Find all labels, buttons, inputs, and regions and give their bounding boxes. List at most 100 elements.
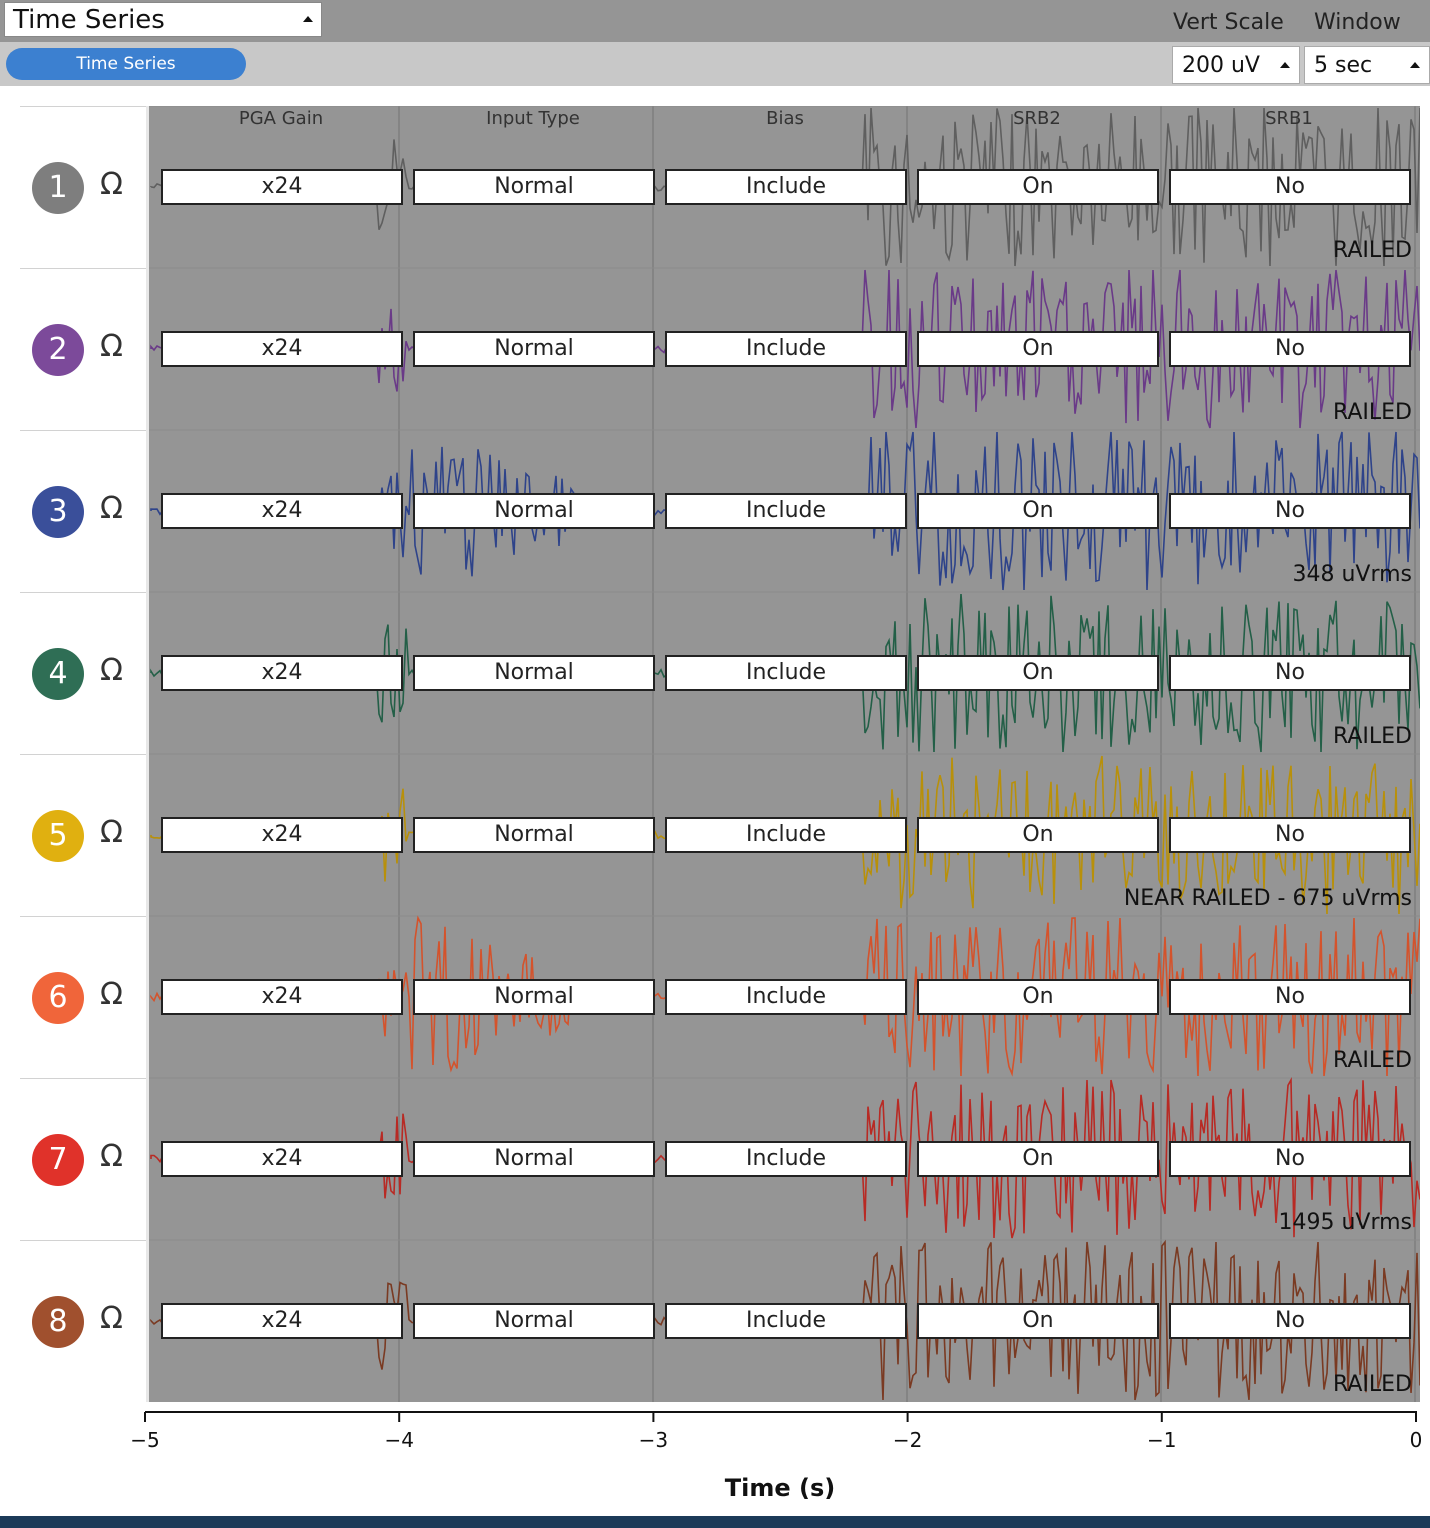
channel-status: 348 uVrms	[1292, 562, 1412, 587]
impedance-icon[interactable]: Ω	[100, 167, 123, 202]
x-tick-label: −3	[638, 1428, 669, 1452]
channel-setting-button[interactable]: Normal	[413, 1141, 655, 1177]
channel-toggle-button[interactable]: 7	[32, 1134, 84, 1186]
caret-up-icon	[1280, 62, 1290, 68]
time-series-plot: PGA Gain Input Type Bias SRB2 SRB1 x24 Normal I…	[146, 106, 1420, 1402]
channel-setting-button[interactable]: On	[917, 817, 1159, 853]
channel-setting-button[interactable]: x24	[161, 169, 403, 205]
channel-setting-button[interactable]: Include	[665, 331, 907, 367]
bottom-status-strip	[0, 1516, 1430, 1528]
x-axis-line	[144, 1411, 1417, 1422]
channel-setting-button[interactable]: Normal	[413, 1303, 655, 1339]
channel-toggle-button[interactable]: 8	[32, 1296, 84, 1348]
channel-setting-button[interactable]: Normal	[413, 817, 655, 853]
window-value: 5 sec	[1314, 53, 1373, 78]
time-series-tab-button[interactable]: Time Series	[6, 48, 246, 80]
channel-setting-button[interactable]: No	[1169, 1303, 1411, 1339]
vert-scale-dropdown[interactable]: 200 uV	[1172, 46, 1300, 84]
caret-up-icon	[303, 16, 313, 22]
channel-setting-button[interactable]: x24	[161, 817, 403, 853]
widget-toolbar: Time Series 200 uV 5 sec	[0, 42, 1430, 86]
channel-setting-button[interactable]: Include	[665, 1303, 907, 1339]
column-header: SRB2	[1013, 108, 1061, 129]
channel-setting-button[interactable]: No	[1169, 169, 1411, 205]
column-header: Bias	[766, 108, 804, 129]
channel-setting-button[interactable]: No	[1169, 817, 1411, 853]
eeg-traces	[149, 106, 1420, 1402]
widget-selector-label: Time Series	[13, 5, 165, 35]
channel-setting-button[interactable]: No	[1169, 331, 1411, 367]
channel-status: RAILED	[1332, 400, 1412, 425]
channel-setting-button[interactable]: Include	[665, 493, 907, 529]
channel-status: RAILED	[1332, 1048, 1412, 1073]
channel-setting-button[interactable]: x24	[161, 331, 403, 367]
channel-setting-button[interactable]: On	[917, 655, 1159, 691]
channel-toggle-button[interactable]: 1	[32, 162, 84, 214]
impedance-icon[interactable]: Ω	[100, 815, 123, 850]
channel-setting-button[interactable]: Include	[665, 655, 907, 691]
channel-setting-button[interactable]: Normal	[413, 655, 655, 691]
channel-setting-button[interactable]: On	[917, 1303, 1159, 1339]
channel-status: 1495 uVrms	[1278, 1210, 1412, 1235]
impedance-icon[interactable]: Ω	[100, 653, 123, 688]
channel-setting-button[interactable]: Include	[665, 169, 907, 205]
x-axis: Time (s) −5 −4 −3 −2 −1 0	[0, 1402, 1430, 1512]
channel-setting-button[interactable]: Include	[665, 1141, 907, 1177]
channel-status: RAILED	[1332, 724, 1412, 749]
caret-up-icon	[1410, 62, 1420, 68]
channel-setting-button[interactable]: x24	[161, 493, 403, 529]
x-tick-label: −1	[1147, 1428, 1177, 1452]
impedance-icon[interactable]: Ω	[100, 1139, 123, 1174]
impedance-icon[interactable]: Ω	[100, 977, 123, 1012]
channel-toggle-button[interactable]: 2	[32, 324, 84, 376]
channel-setting-button[interactable]: Normal	[413, 979, 655, 1015]
channel-setting-button[interactable]: No	[1169, 655, 1411, 691]
channel-setting-button[interactable]: On	[917, 169, 1159, 205]
channel-setting-button[interactable]: No	[1169, 493, 1411, 529]
x-tick-label: −4	[384, 1428, 414, 1452]
impedance-icon[interactable]: Ω	[100, 491, 123, 526]
channel-setting-button[interactable]: x24	[161, 1303, 403, 1339]
impedance-icon[interactable]: Ω	[100, 1301, 123, 1336]
widget-selector-dropdown[interactable]: Time Series	[4, 2, 322, 37]
channel-setting-button[interactable]: x24	[161, 655, 403, 691]
channel-setting-button[interactable]: x24	[161, 979, 403, 1015]
x-tick-label: −5	[130, 1428, 160, 1452]
channel-setting-button[interactable]: No	[1169, 1141, 1411, 1177]
channel-status: RAILED	[1332, 1372, 1412, 1397]
channel-setting-button[interactable]: Include	[665, 817, 907, 853]
channel-status: NEAR RAILED - 675 uVrms	[1123, 886, 1412, 911]
channel-toggle-button[interactable]: 4	[32, 648, 84, 700]
impedance-icon[interactable]: Ω	[100, 329, 123, 364]
channel-toggle-button[interactable]: 6	[32, 972, 84, 1024]
channel-setting-button[interactable]: Normal	[413, 169, 655, 205]
channel-setting-button[interactable]: Include	[665, 979, 907, 1015]
channel-setting-button[interactable]: On	[917, 331, 1159, 367]
column-header: SRB1	[1265, 108, 1313, 129]
channel-toggle-button[interactable]: 5	[32, 810, 84, 862]
channel-setting-button[interactable]: On	[917, 1141, 1159, 1177]
channel-setting-button[interactable]: Normal	[413, 331, 655, 367]
channel-setting-button[interactable]: x24	[161, 1141, 403, 1177]
channel-status: RAILED	[1332, 238, 1412, 263]
channel-setting-button[interactable]: Normal	[413, 493, 655, 529]
vert-scale-label: Vert Scale	[1173, 10, 1284, 35]
channel-setting-button[interactable]: On	[917, 979, 1159, 1015]
channel-setting-button[interactable]: No	[1169, 979, 1411, 1015]
window-dropdown[interactable]: 5 sec	[1304, 46, 1430, 84]
channel-setting-button[interactable]: On	[917, 493, 1159, 529]
channel-toggle-button[interactable]: 3	[32, 486, 84, 538]
x-tick-label: 0	[1409, 1428, 1423, 1452]
window-label: Window	[1314, 10, 1401, 35]
column-header: Input Type	[486, 108, 580, 129]
column-header: PGA Gain	[238, 108, 324, 129]
